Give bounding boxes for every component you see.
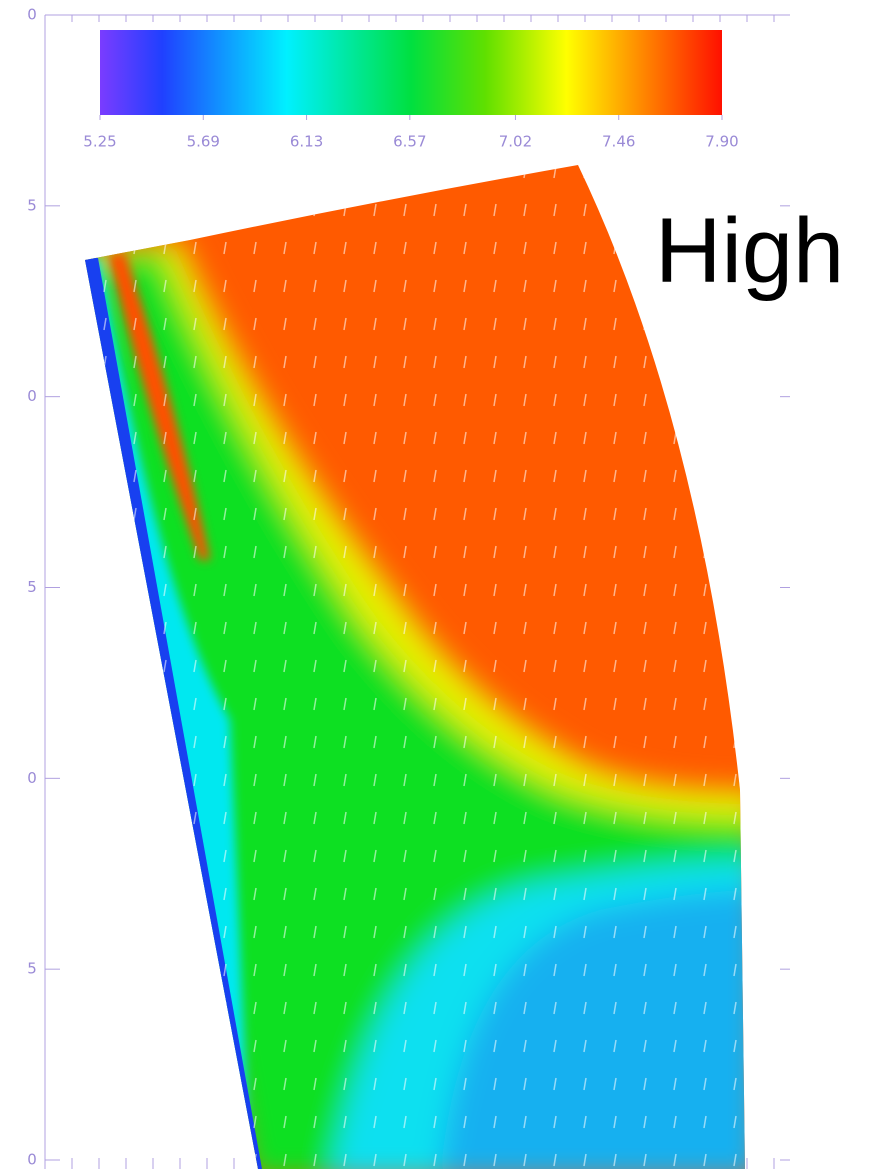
y-tick-label: 5 — [27, 196, 37, 214]
colorbar-tick-label: 7.90 — [705, 133, 738, 151]
colorbar-tick-label: 5.25 — [83, 133, 116, 151]
y-tick-label: 0 — [27, 769, 37, 787]
colorbar-tick-label: 6.13 — [290, 133, 323, 151]
annotation: High — [655, 200, 844, 302]
colorbar-tick-label: 7.02 — [499, 133, 532, 151]
y-tick-label: 5 — [27, 578, 37, 596]
field — [85, 165, 745, 1169]
y-tick-label: 0 — [27, 6, 37, 24]
colorbar-tick-label: 7.46 — [602, 133, 635, 151]
y-tick-label: 0 — [27, 1151, 37, 1169]
colorbar-tick-label: 6.57 — [393, 133, 426, 151]
colorbar — [100, 30, 722, 115]
colorbar-tick-label: 5.69 — [187, 133, 220, 151]
y-tick-label: 0 — [27, 387, 37, 405]
y-tick-label: 5 — [27, 960, 37, 978]
